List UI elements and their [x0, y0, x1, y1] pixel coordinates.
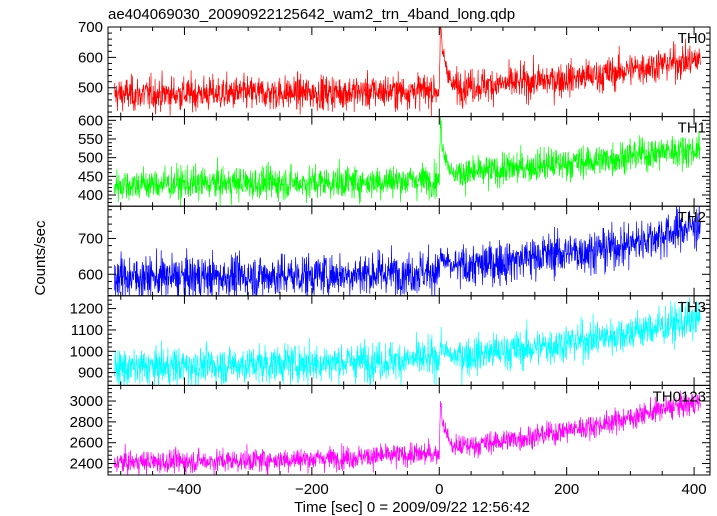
panel-label: TH1 [678, 120, 706, 137]
series-line-th0123 [114, 390, 701, 475]
y-tick-label: 600 [78, 266, 103, 283]
y-tick-label: 900 [78, 365, 103, 382]
y-tick-label: 1100 [71, 322, 103, 339]
panel-label: TH3 [678, 299, 706, 316]
y-tick-label: 700 [78, 19, 103, 36]
y-tick-label: 550 [78, 131, 103, 148]
series-line-th3 [114, 297, 701, 386]
y-tick-label: 1200 [70, 301, 103, 318]
y-tick-label: 2600 [70, 435, 103, 452]
y-tick-label: 1000 [70, 343, 103, 360]
panel-th0123: 2400 2600 2800 3000 TH0123 [70, 384, 711, 476]
y-tick-label: 500 [78, 150, 103, 167]
x-tick-label: −200 [295, 481, 329, 498]
y-tick-label: 450 [78, 168, 103, 185]
x-tick-label: 200 [554, 481, 579, 498]
panel-label: TH2 [678, 209, 706, 226]
panel-label: TH0123 [653, 388, 706, 405]
y-axis-label: Counts/sec [32, 220, 49, 296]
series-line-th1 [114, 116, 701, 207]
y-tick-label: 600 [78, 112, 103, 129]
series-line-th2 [114, 206, 701, 296]
y-tick-label: 400 [78, 187, 103, 204]
y-tick-label: 2800 [70, 414, 103, 431]
x-tick-label: 400 [682, 481, 707, 498]
y-tick-label: 500 [78, 80, 103, 97]
x-tick-label: 0 [435, 481, 443, 498]
y-tick-label: 3000 [70, 393, 103, 410]
series-line-th0 [114, 27, 701, 117]
y-tick-label: 700 [78, 230, 103, 247]
y-tick-label: 600 [78, 49, 103, 66]
chart-title: ae404069030_20090922125642_wam2_trn_4ban… [108, 6, 515, 23]
panel-label: TH0 [678, 30, 706, 47]
y-tick-label: 2400 [70, 456, 103, 473]
x-axis-label: Time [sec] 0 = 2009/09/22 12:56:42 [294, 499, 530, 516]
x-tick-label: −400 [168, 481, 202, 498]
